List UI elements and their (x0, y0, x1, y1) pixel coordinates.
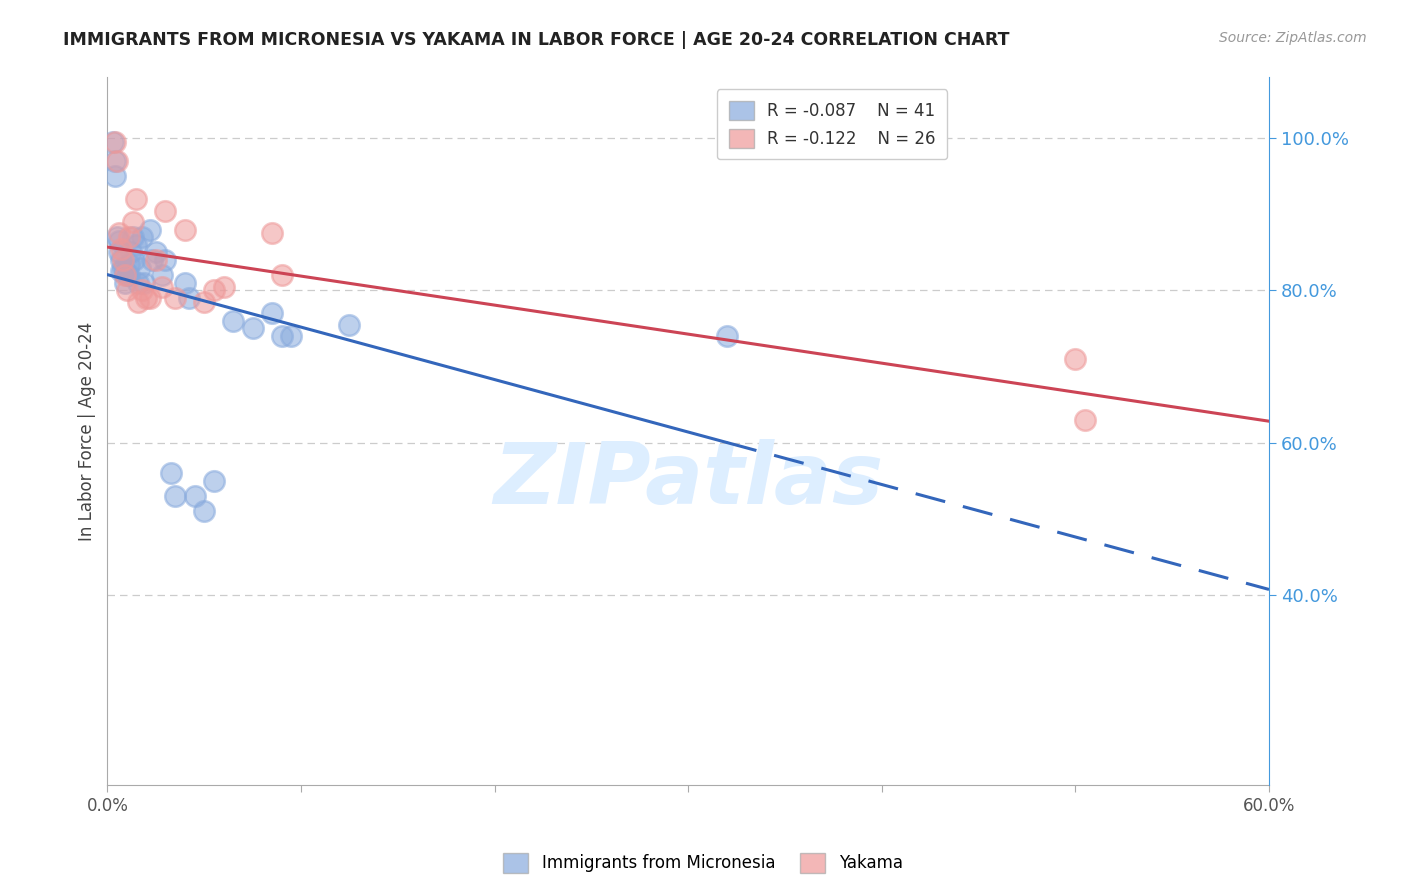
Point (155, 252, 177, 267)
Point (104, 154, 127, 169)
Point (115, 284, 138, 298)
Point (103, 135, 125, 149)
Point (173, 222, 195, 236)
Point (260, 306, 283, 320)
Point (242, 321, 264, 335)
Point (115, 268, 138, 283)
Point (125, 192, 148, 206)
Point (134, 276, 156, 290)
Point (131, 230, 153, 244)
Point (193, 504, 215, 518)
Point (193, 294, 215, 309)
Point (124, 252, 146, 267)
Point (270, 268, 292, 283)
Point (212, 279, 235, 293)
Point (270, 329, 292, 343)
Point (114, 268, 136, 283)
Point (183, 489, 205, 503)
Point (127, 294, 149, 309)
Point (202, 474, 225, 488)
Point (155, 203, 177, 218)
Point (150, 268, 173, 283)
Point (139, 291, 162, 305)
Point (260, 227, 283, 241)
Point (337, 318, 360, 332)
Point (108, 234, 131, 248)
Point (111, 260, 134, 275)
Point (108, 227, 131, 241)
Point (118, 268, 141, 283)
Text: ZIPatlas: ZIPatlas (494, 439, 883, 522)
Legend: Immigrants from Micronesia, Yakama: Immigrants from Micronesia, Yakama (496, 847, 910, 880)
Point (118, 230, 141, 244)
Y-axis label: In Labor Force | Age 20-24: In Labor Force | Age 20-24 (79, 321, 96, 541)
Point (105, 230, 128, 244)
Point (145, 245, 167, 260)
Point (222, 314, 245, 328)
Point (160, 466, 183, 480)
Point (141, 252, 163, 267)
Point (120, 245, 142, 260)
Point (173, 276, 195, 290)
Point (280, 329, 302, 343)
Point (1074, 413, 1097, 427)
Point (131, 284, 153, 298)
Point (110, 242, 132, 256)
Point (110, 264, 132, 278)
Point (145, 252, 167, 267)
Point (150, 279, 173, 293)
Point (125, 237, 148, 252)
Point (127, 276, 149, 290)
Point (202, 284, 225, 298)
Point (105, 154, 128, 169)
Point (139, 222, 162, 236)
Point (114, 276, 136, 290)
Point (165, 489, 187, 503)
Text: Source: ZipAtlas.com: Source: ZipAtlas.com (1219, 31, 1367, 45)
Point (104, 135, 127, 149)
Point (111, 252, 134, 267)
Point (165, 291, 187, 305)
Point (110, 252, 132, 267)
Legend: R = -0.087    N = 41, R = -0.122    N = 26: R = -0.087 N = 41, R = -0.122 N = 26 (717, 89, 948, 160)
Point (135, 291, 157, 305)
Point (129, 260, 152, 275)
Point (121, 215, 143, 229)
Point (104, 169, 127, 184)
Text: IMMIGRANTS FROM MICRONESIA VS YAKAMA IN LABOR FORCE | AGE 20-24 CORRELATION CHAR: IMMIGRANTS FROM MICRONESIA VS YAKAMA IN … (63, 31, 1010, 49)
Point (121, 230, 143, 244)
Point (716, 329, 738, 343)
Point (114, 264, 136, 278)
Point (1064, 351, 1087, 366)
Point (177, 291, 200, 305)
Point (108, 245, 131, 260)
Point (118, 257, 141, 271)
